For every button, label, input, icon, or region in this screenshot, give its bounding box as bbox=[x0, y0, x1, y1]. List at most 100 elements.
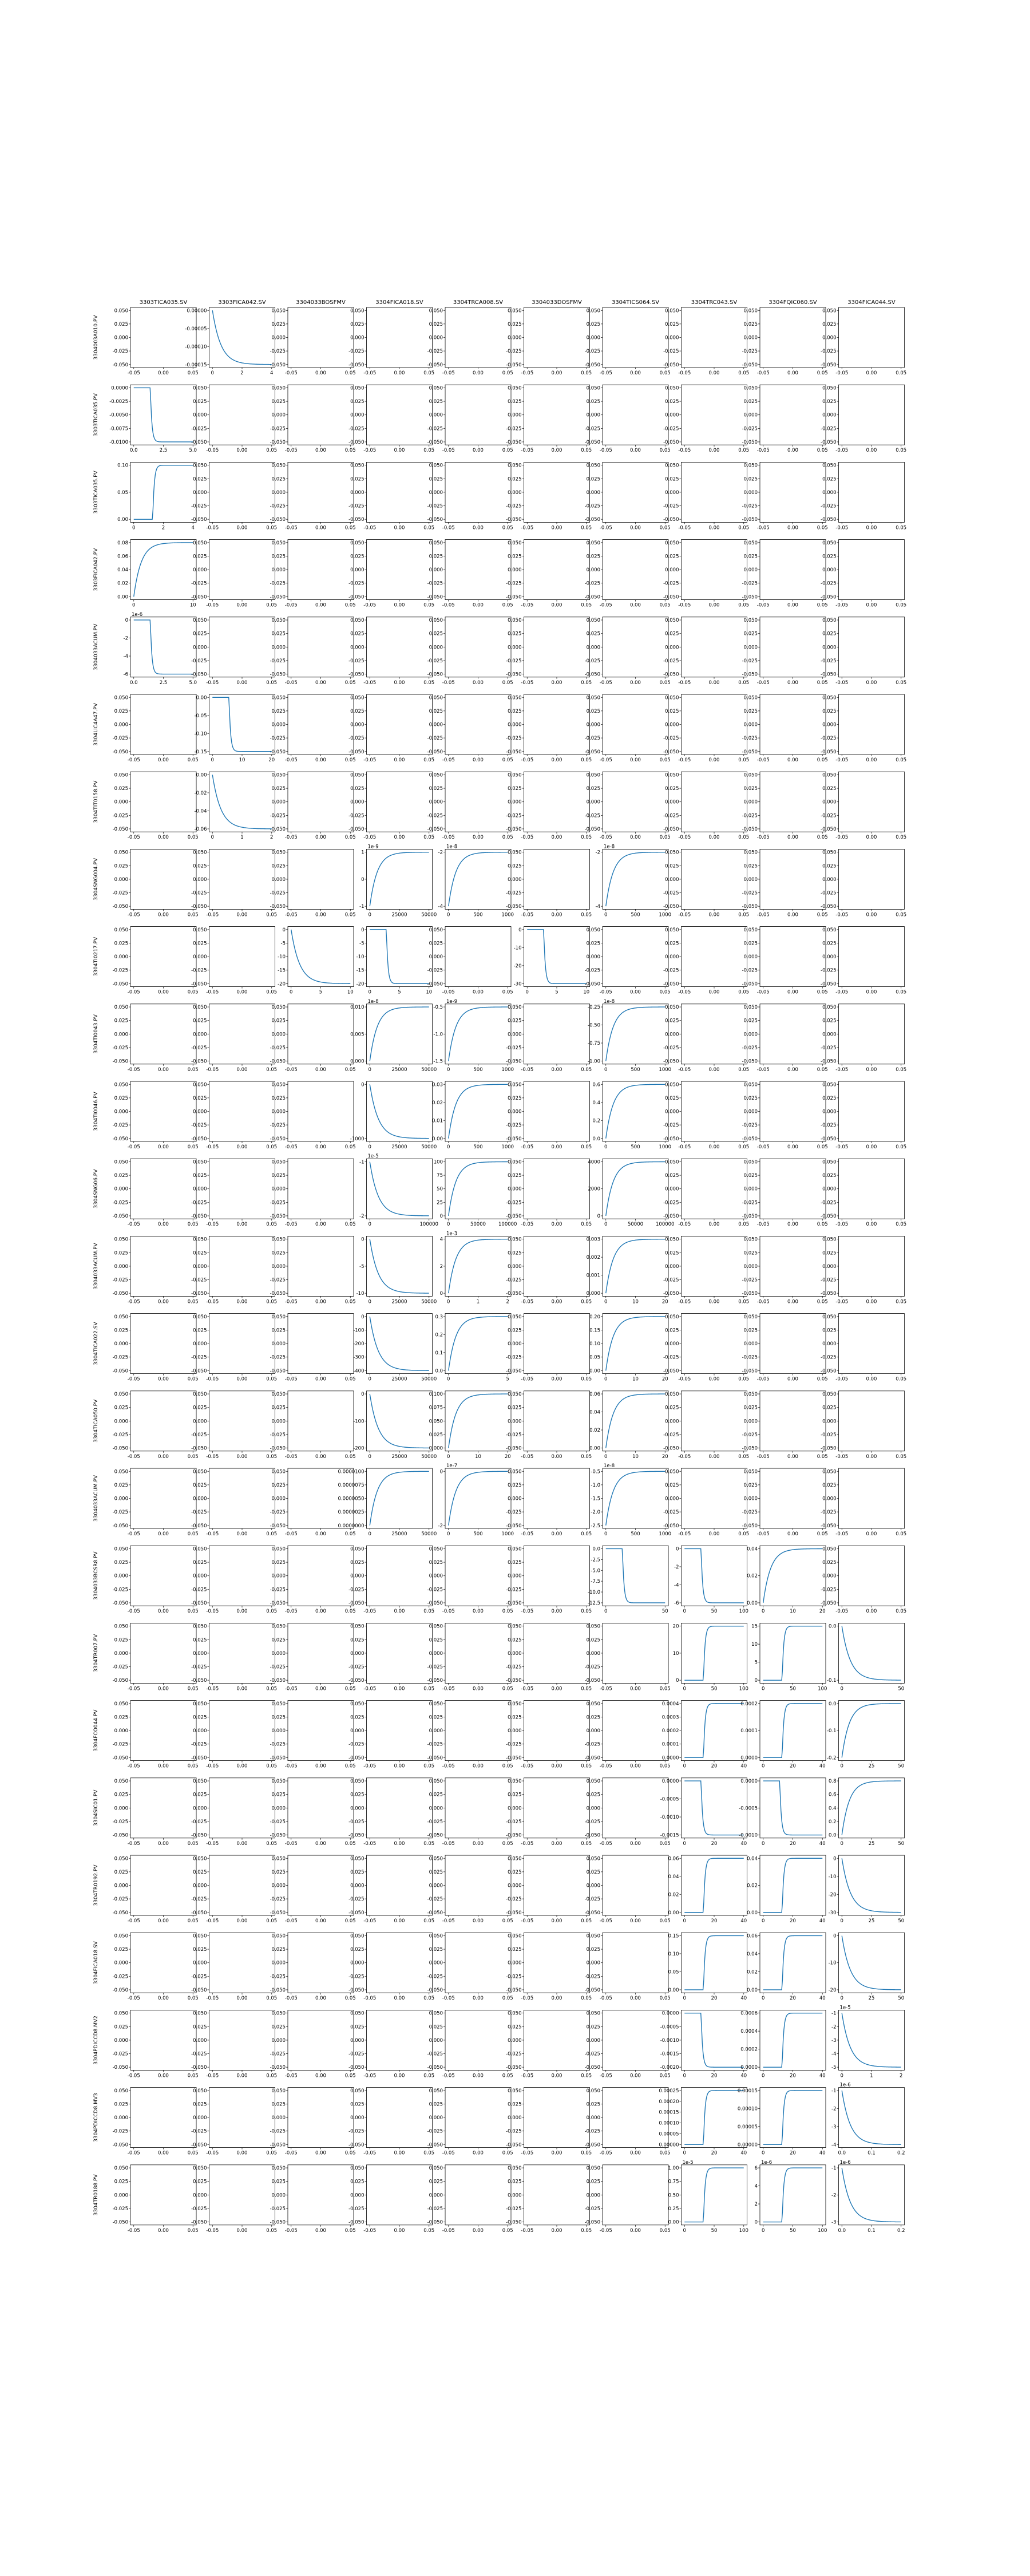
x-tick-label: 0.00 bbox=[473, 2073, 484, 2079]
x-tick-label: 0.00 bbox=[237, 680, 248, 686]
x-tick-label: 0 bbox=[369, 1454, 371, 1460]
y-tick-label: 0.025 bbox=[272, 1714, 286, 1720]
x-tick-label: 0 bbox=[683, 2228, 686, 2234]
x-tick-label: 0 bbox=[290, 990, 292, 995]
x-tick-label: 0.00 bbox=[237, 2073, 248, 2079]
x-tick-label: 0.05 bbox=[423, 680, 434, 686]
y-tick-label: 0.050 bbox=[508, 1237, 521, 1243]
y-tick-label: -0.050 bbox=[742, 440, 758, 445]
y-tick-label: 0.000 bbox=[193, 490, 207, 496]
x-tick-label: 0.00 bbox=[158, 1686, 169, 1692]
x-tick-label: 0.00 bbox=[394, 1686, 405, 1692]
y-tick-label: -0.050 bbox=[821, 1523, 836, 1529]
x-tick-label: 0.00 bbox=[866, 370, 877, 376]
column-title: 3304TICS064.SV bbox=[612, 299, 659, 306]
x-tick-label: 0.05 bbox=[345, 2073, 356, 2079]
y-tick-label: 0.050 bbox=[508, 1469, 521, 1475]
y-tick-label: -0.025 bbox=[506, 1897, 521, 1902]
y-tick-label: -2 bbox=[438, 850, 443, 856]
x-tick-label: 0.05 bbox=[817, 370, 828, 376]
series-line bbox=[763, 1548, 823, 1603]
subplot-10-4: 0 500 10000.030.020.010.00 bbox=[432, 1081, 514, 1150]
subplot-grid: 3303TICA035.SV 3303FICA042.SV 3304033BOSFM… bbox=[93, 299, 906, 2234]
y-tick-label: 0.05 bbox=[117, 490, 128, 496]
x-tick-label: 0.05 bbox=[896, 1609, 906, 1614]
y-tick-label: 0.000 bbox=[508, 645, 521, 650]
x-tick-label: 0.05 bbox=[188, 1144, 199, 1150]
x-tick-label: 40 bbox=[740, 1918, 747, 1924]
x-tick-label: 0 bbox=[841, 1996, 843, 2001]
y-tick-label: 0.025 bbox=[272, 1096, 286, 1101]
y-tick-label: 0 bbox=[440, 1291, 443, 1297]
y-tick-label: -0.025 bbox=[506, 1665, 521, 1670]
y-tick-label: 0.000 bbox=[350, 1805, 364, 1811]
x-tick-label: 0.05 bbox=[738, 990, 749, 995]
y-tick-label: 0.025 bbox=[744, 786, 758, 792]
y-tick-label: -0.025 bbox=[427, 968, 443, 974]
y-tick-label: 0.00015 bbox=[738, 2088, 758, 2094]
x-tick-label: 0.05 bbox=[188, 1686, 199, 1692]
y-tick-label: -0.050 bbox=[113, 749, 128, 755]
y-tick-label: 0.0000 bbox=[111, 385, 128, 391]
y-tick-label: 0.050 bbox=[114, 2166, 128, 2171]
y-tick-label: 0.000 bbox=[272, 1574, 286, 1579]
y-tick-label: 0.025 bbox=[272, 863, 286, 869]
x-tick-label: 0.00 bbox=[552, 2073, 562, 2079]
y-tick-label: -0.025 bbox=[742, 349, 758, 354]
x-tick-label: 0.1 bbox=[867, 2228, 876, 2234]
y-tick-label: -0.025 bbox=[270, 658, 286, 664]
y-tick-label: -0.025 bbox=[191, 1510, 207, 1515]
y-tick-label: 0.050 bbox=[114, 1237, 128, 1243]
y-tick-label: -0.025 bbox=[585, 1742, 600, 1748]
subplot-15-6: 0 500 1000-0.5-1.0-1.5-2.0-2.51e-8 bbox=[591, 1463, 671, 1537]
y-tick-label: -0.050 bbox=[191, 1136, 207, 1142]
y-tick-label: -0.050 bbox=[821, 1214, 836, 1219]
x-tick-label: 0.00 bbox=[315, 1686, 326, 1692]
y-tick-label: -0.025 bbox=[348, 658, 364, 664]
y-tick-label: 0.050 bbox=[822, 308, 836, 314]
y-tick-label: -0.05 bbox=[195, 713, 207, 719]
offset-multiplier: 1e-5 bbox=[840, 2005, 851, 2010]
row-label: 3304PDICCD8.MV2 bbox=[93, 2016, 99, 2065]
row-label: 3304TI0043.PV bbox=[93, 1014, 99, 1053]
y-tick-label: -0.025 bbox=[821, 1510, 836, 1515]
x-tick-label: -0.05 bbox=[757, 1144, 770, 1150]
y-tick-label: 0.000 bbox=[193, 1419, 207, 1424]
y-tick-label: 0.000 bbox=[193, 1032, 207, 1037]
y-tick-label: -0.050 bbox=[742, 1291, 758, 1297]
y-tick-label: -0.050 bbox=[191, 1214, 207, 1219]
subplot-20-8: 0 20 400.040.020.00 bbox=[747, 1855, 826, 1924]
y-tick-label: 0.025 bbox=[193, 2101, 207, 2107]
x-tick-label: -0.05 bbox=[835, 757, 848, 763]
y-tick-label: -0.025 bbox=[506, 504, 521, 509]
y-tick-label: 0.050 bbox=[429, 1624, 443, 1630]
y-tick-label: 0.025 bbox=[508, 476, 521, 482]
x-tick-label: 0.00 bbox=[158, 1067, 169, 1073]
x-tick-label: 0.05 bbox=[345, 1531, 356, 1537]
y-tick-label: -0.025 bbox=[821, 504, 836, 509]
y-tick-label: 0.050 bbox=[822, 1546, 836, 1552]
y-tick-label: -0.050 bbox=[663, 1523, 679, 1529]
y-tick-label: 0.0001 bbox=[740, 1728, 758, 1734]
y-tick-label: 0.000 bbox=[193, 1264, 207, 1270]
subplot-3-0: 0 100.080.060.040.020.00 bbox=[117, 539, 197, 609]
x-tick-label: -0.05 bbox=[521, 1144, 533, 1150]
x-tick-label: 0.05 bbox=[738, 370, 749, 376]
offset-multiplier: 1e-5 bbox=[368, 1153, 379, 1159]
y-tick-label: -0.050 bbox=[348, 827, 364, 832]
y-tick-label: 0.000 bbox=[665, 567, 679, 573]
x-tick-label: 0.05 bbox=[738, 1144, 749, 1150]
y-tick-label: 0.050 bbox=[508, 2088, 521, 2094]
